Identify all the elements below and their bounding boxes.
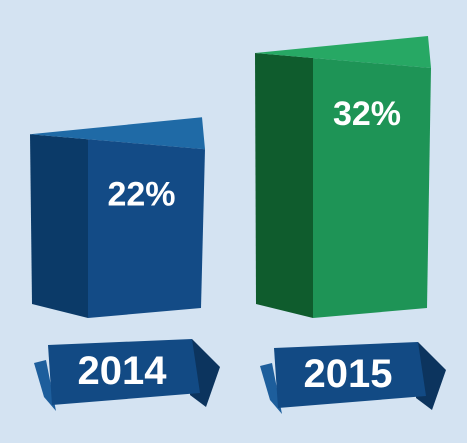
bar-value-label: 22% [107, 175, 175, 213]
ribbon-left-wing [260, 363, 282, 414]
bar-top-face [30, 117, 205, 150]
bar-value-label: 32% [333, 95, 401, 133]
bar-front-face [88, 139, 205, 318]
bar-top-face [255, 36, 431, 68]
bars-layer: 22% 32% [30, 36, 431, 318]
bar-2015: 32% [255, 36, 431, 318]
category-ribbon-2015: 2015 [260, 342, 446, 414]
category-label: 2014 [78, 349, 168, 393]
category-ribbons: 2014 2015 [34, 339, 446, 414]
ribbon-front [48, 339, 200, 405]
bar-2014: 22% [30, 117, 205, 318]
category-label: 2015 [304, 352, 393, 396]
ribbon-left-wing [34, 360, 56, 411]
bar-side-face [30, 134, 88, 318]
ribbon-front [274, 342, 426, 408]
category-ribbon-2014: 2014 [34, 339, 220, 411]
bar-side-face [255, 53, 313, 318]
bar-front-face [313, 58, 431, 318]
